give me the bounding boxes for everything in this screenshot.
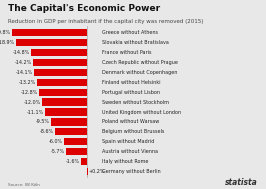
- Text: -14.1%: -14.1%: [15, 70, 33, 75]
- Text: -14.8%: -14.8%: [13, 50, 30, 55]
- Text: Germany without Berlin: Germany without Berlin: [102, 169, 161, 174]
- Text: Finland without Helsinki: Finland without Helsinki: [102, 80, 160, 85]
- Text: Belgium without Brussels: Belgium without Brussels: [102, 129, 164, 134]
- Text: United Kingdom without London: United Kingdom without London: [102, 109, 181, 115]
- Text: -14.2%: -14.2%: [15, 60, 32, 65]
- Bar: [45, 108, 87, 116]
- Bar: [39, 88, 87, 96]
- Text: -18.9%: -18.9%: [0, 40, 14, 45]
- Text: -13.2%: -13.2%: [19, 80, 36, 85]
- Text: -19.8%: -19.8%: [0, 30, 11, 35]
- Text: Greece without Athens: Greece without Athens: [102, 30, 158, 35]
- Bar: [33, 59, 87, 66]
- Bar: [81, 158, 87, 165]
- Text: France without Paris: France without Paris: [102, 50, 151, 55]
- Text: -12.8%: -12.8%: [20, 90, 38, 95]
- Bar: [55, 128, 87, 136]
- Text: Austria without Vienna: Austria without Vienna: [102, 149, 158, 154]
- Text: Sweden without Stockholm: Sweden without Stockholm: [102, 100, 169, 105]
- Bar: [37, 79, 87, 86]
- Text: -5.7%: -5.7%: [50, 149, 64, 154]
- Bar: [15, 39, 87, 46]
- Bar: [87, 168, 88, 175]
- Text: -8.6%: -8.6%: [39, 129, 53, 134]
- Bar: [42, 98, 87, 106]
- Text: Czech Republic without Prague: Czech Republic without Prague: [102, 60, 178, 65]
- Bar: [34, 69, 87, 76]
- Text: Denmark without Copenhagen: Denmark without Copenhagen: [102, 70, 177, 75]
- Text: Italy without Rome: Italy without Rome: [102, 159, 148, 164]
- Bar: [51, 118, 87, 125]
- Text: -6.0%: -6.0%: [49, 139, 63, 144]
- Text: Portugal without Lisbon: Portugal without Lisbon: [102, 90, 160, 95]
- Text: Poland without Warsaw: Poland without Warsaw: [102, 119, 159, 124]
- Bar: [66, 148, 87, 155]
- Text: -1.6%: -1.6%: [66, 159, 80, 164]
- Bar: [12, 29, 87, 36]
- Text: Source: IW Köln: Source: IW Köln: [8, 183, 40, 187]
- Text: Slovakia without Bratislava: Slovakia without Bratislava: [102, 40, 169, 45]
- Text: Reduction in GDP per inhabitant if the capital city was removed (2015): Reduction in GDP per inhabitant if the c…: [8, 19, 203, 24]
- Bar: [31, 49, 87, 56]
- Text: -12.0%: -12.0%: [23, 100, 40, 105]
- Text: -9.5%: -9.5%: [36, 119, 50, 124]
- Text: statista: statista: [225, 178, 258, 187]
- Text: Spain without Madrid: Spain without Madrid: [102, 139, 154, 144]
- Text: +0.2%: +0.2%: [88, 169, 105, 174]
- Text: -11.1%: -11.1%: [27, 109, 44, 115]
- Bar: [64, 138, 87, 145]
- Text: The Capital's Economic Power: The Capital's Economic Power: [8, 4, 160, 13]
